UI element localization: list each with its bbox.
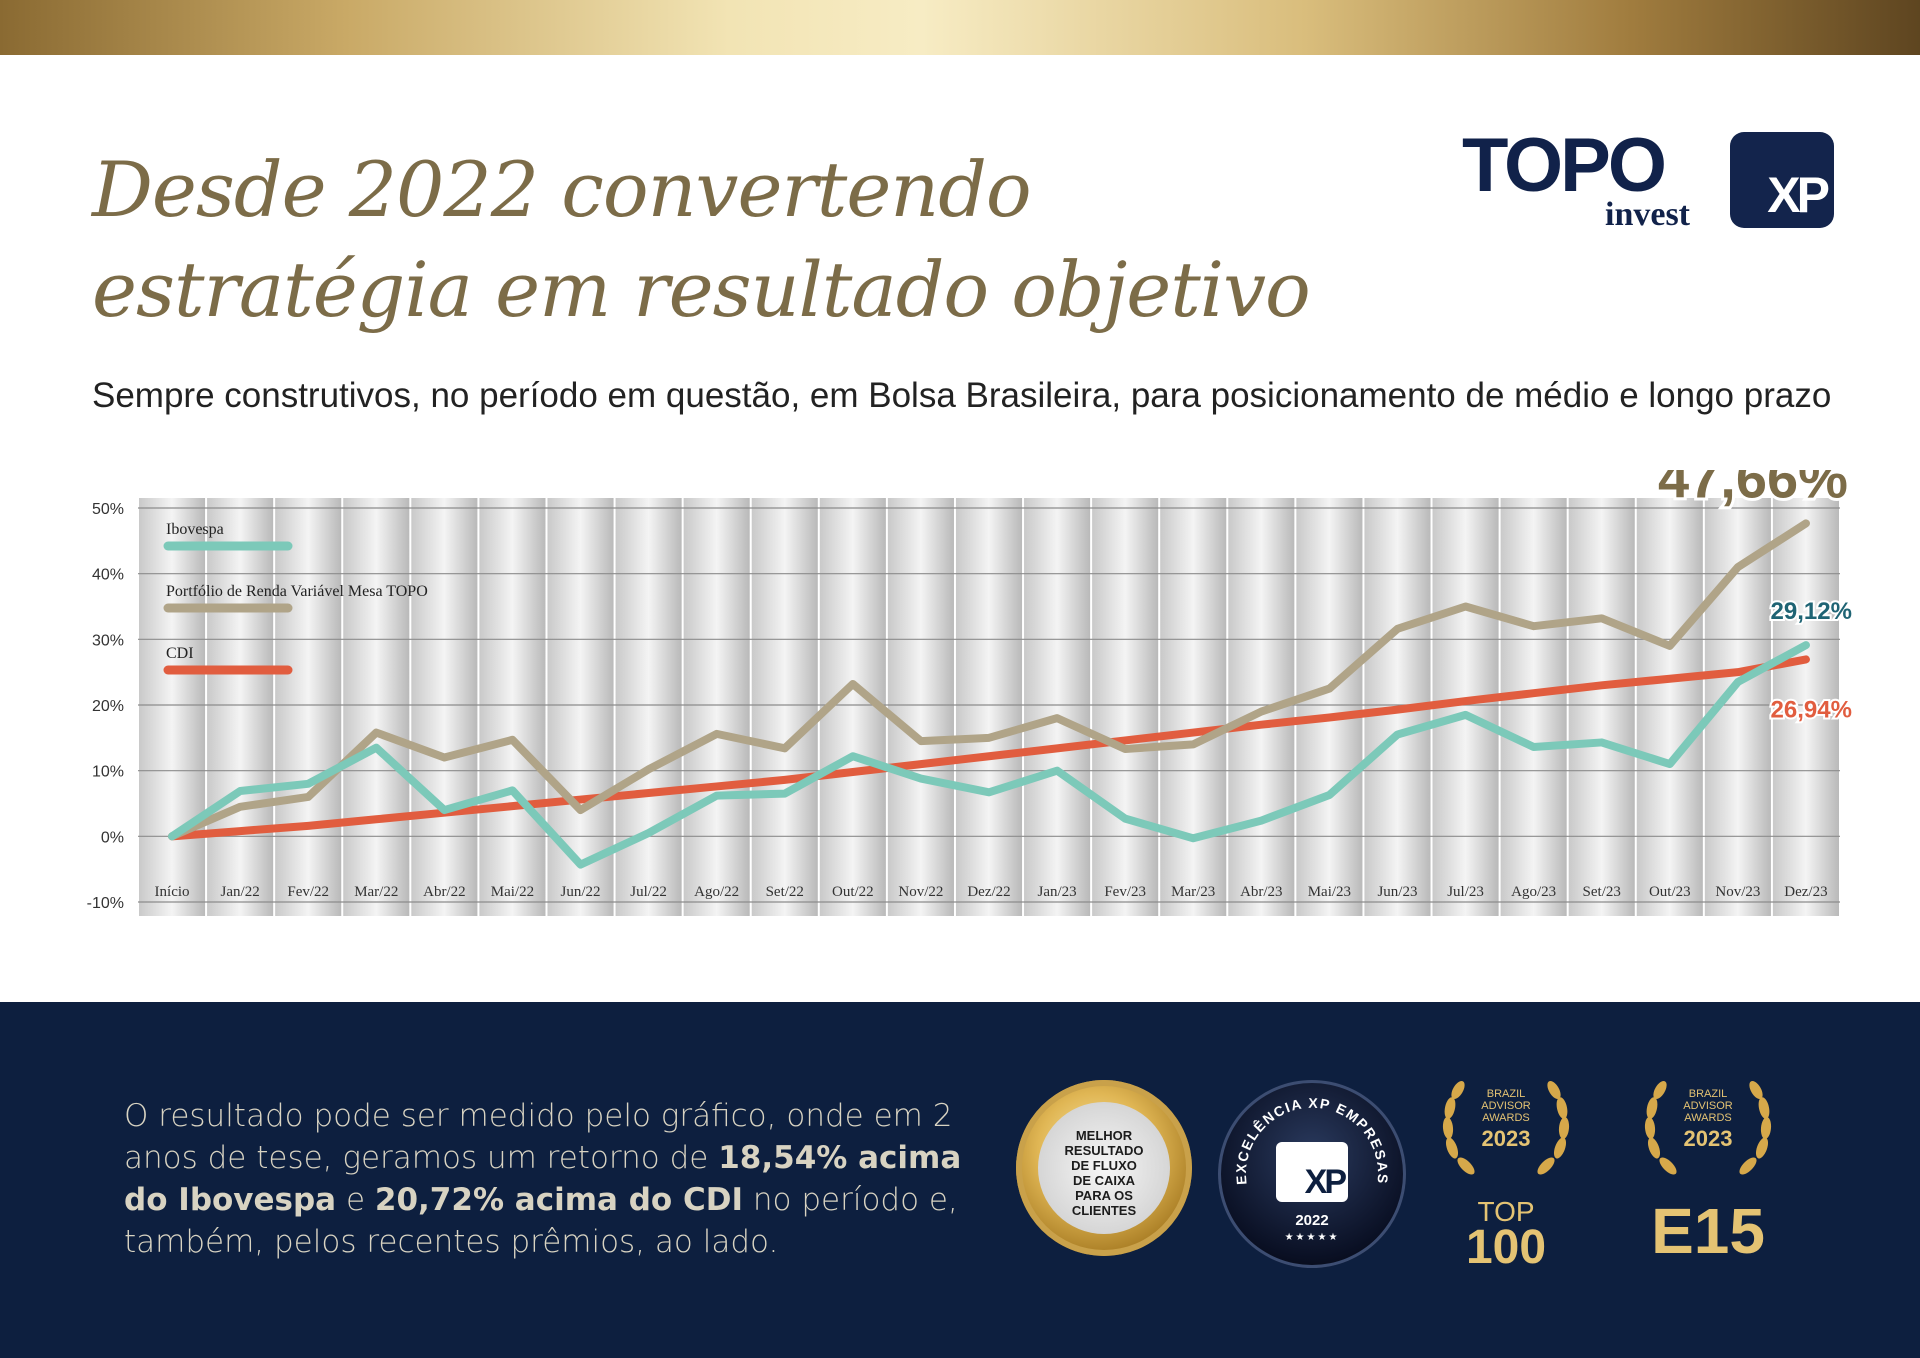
- chart-column-band: [275, 498, 342, 916]
- footer-text-2: e: [336, 1182, 375, 1218]
- xp-badge-stars: ★★★★★: [1284, 1232, 1340, 1243]
- end-value-label: 29,12%: [1771, 598, 1852, 625]
- footer-text: O resultado pode ser medido pelo gráfico…: [124, 1095, 1004, 1263]
- chart-column-band: [1500, 498, 1567, 916]
- xp-badge-logo-text: XP: [1304, 1163, 1347, 1201]
- y-tick-label: 40%: [92, 567, 124, 584]
- chart-column-band: [1160, 498, 1227, 916]
- x-tick-label: Nov/22: [898, 884, 943, 900]
- x-tick-label: Dez/22: [967, 884, 1010, 900]
- page-subtitle: Sempre construtivos, no período em quest…: [92, 376, 1832, 415]
- y-tick-label: 50%: [92, 501, 124, 518]
- legend-label: Ibovespa: [166, 521, 224, 538]
- laurel-wreath-icon: [1442, 1080, 1570, 1175]
- end-value-label: 26,94%: [1771, 696, 1852, 723]
- x-tick-label: Jan/22: [221, 884, 260, 900]
- chart-column-band: [139, 498, 206, 916]
- footer-panel: [0, 1002, 1920, 1358]
- award2-year: 2023: [1683, 1126, 1733, 1151]
- seal-center: MELHOR RESULTADO DE FLUXO DE CAIXA PARA …: [1038, 1102, 1170, 1234]
- y-tick-label: 20%: [92, 698, 124, 715]
- chart-column-band: [887, 498, 954, 916]
- chart-column-band: [1092, 498, 1159, 916]
- y-tick-label: 0%: [101, 829, 124, 846]
- x-tick-label: Jul/22: [630, 884, 667, 900]
- chart-column-band: [1296, 498, 1363, 916]
- chart-column-band: [207, 498, 274, 916]
- x-tick-label: Mai/22: [491, 884, 534, 900]
- y-tick-label: 10%: [92, 764, 124, 781]
- x-tick-label: Ago/23: [1511, 884, 1556, 900]
- x-tick-label: Abr/22: [423, 884, 466, 900]
- award1-big: 100: [1465, 1221, 1547, 1274]
- x-tick-label: Out/22: [832, 884, 874, 900]
- performance-line-chart: -10% 0% 10% 20% 30% 40% 50% Início Jan/22 Fev/22 M…: [87, 470, 1854, 916]
- page-title: Desde 2022 convertendo estratégia em res…: [92, 145, 1311, 334]
- seal-text: MELHOR RESULTADO DE FLUXO DE CAIXA PARA …: [1064, 1128, 1144, 1218]
- award1-line2: ADVISOR: [1481, 1100, 1531, 1112]
- legend-label: CDI: [166, 645, 194, 662]
- x-tick-label: Jun/22: [561, 884, 601, 900]
- x-tick-label: Set/22: [766, 884, 804, 900]
- y-tick-label: -10%: [87, 895, 124, 912]
- chart-column-band: [1024, 498, 1091, 916]
- x-tick-label: Mar/22: [354, 884, 398, 900]
- chart-column-band: [683, 498, 750, 916]
- chart-column-band: [343, 498, 410, 916]
- chart-column-band: [1772, 498, 1839, 916]
- award2-line3: AWARDS: [1684, 1112, 1732, 1124]
- brazil-advisor-award-e15: BRAZIL ADVISOR AWARDS 2023 E15: [1628, 1066, 1788, 1267]
- x-tick-label: Ago/22: [694, 884, 739, 900]
- chart-column-band: [955, 498, 1023, 916]
- x-tick-label: Jun/23: [1377, 884, 1417, 900]
- award1-top: TOP: [1477, 1196, 1535, 1227]
- top-gold-banner: [0, 0, 1920, 55]
- series-line: [168, 519, 1810, 841]
- x-tick-label: Abr/23: [1240, 884, 1283, 900]
- x-tick-label: Fev/22: [287, 884, 329, 900]
- chart-column-band: [1568, 498, 1635, 916]
- x-tick-label: Jan/23: [1037, 884, 1076, 900]
- footer-text-1: O resultado pode ser medido pelo gráfico…: [124, 1098, 953, 1176]
- x-tick-label: Mar/23: [1171, 884, 1215, 900]
- brazil-advisor-award-top100: BRAZIL ADVISOR AWARDS 2023 TOP 100: [1426, 1066, 1586, 1274]
- footer-text-3: no período e, também, pelos recentes prê…: [124, 1182, 958, 1260]
- award2-line1: BRAZIL: [1688, 1088, 1728, 1100]
- excelencia-xp-badge: EXCELÊNCIA XP EMPRESAS XP 2022 ★★★★★: [1218, 1080, 1406, 1268]
- x-tick-label: Início: [155, 884, 190, 900]
- chart-column-band: [751, 498, 818, 916]
- award1-line1: BRAZIL: [1486, 1088, 1526, 1100]
- chart-column-band: [479, 498, 546, 916]
- laurel-wreath-icon: [1644, 1080, 1772, 1175]
- chart-column-band: [1636, 498, 1703, 916]
- topo-logo-word: TOPO: [1462, 123, 1667, 208]
- award1-year: 2023: [1481, 1126, 1531, 1151]
- chart-column-band: [615, 498, 682, 916]
- topo-logo-sub: invest: [1605, 196, 1690, 233]
- melhor-resultado-seal: MELHOR RESULTADO DE FLUXO DE CAIXA PARA …: [1016, 1080, 1192, 1256]
- footer-highlight-ibovespa: 18,54% acima do Ibovespa: [124, 1140, 962, 1218]
- xp-logo-text: XP: [1767, 167, 1830, 223]
- award2-big: E15: [1651, 1195, 1765, 1267]
- chart-column-band: [411, 498, 478, 916]
- y-tick-label: 30%: [92, 632, 124, 649]
- footer-highlight-cdi: 20,72% acima do CDI: [374, 1182, 744, 1218]
- xp-badge-logo: XP: [1276, 1142, 1348, 1202]
- x-tick-label: Dez/23: [1784, 884, 1827, 900]
- award2-line2: ADVISOR: [1683, 1100, 1733, 1112]
- x-tick-label: Set/23: [1583, 884, 1621, 900]
- topo-invest-logo: TOPO invest: [1462, 124, 1702, 234]
- end-value-label: 47,66%: [1658, 470, 1848, 509]
- x-tick-label: Nov/23: [1715, 884, 1760, 900]
- series-line: [168, 641, 1810, 869]
- x-tick-label: Fev/23: [1104, 884, 1146, 900]
- legend-label: Portfólio de Renda Variável Mesa TOPO: [166, 583, 428, 600]
- x-tick-label: Jul/23: [1447, 884, 1484, 900]
- award1-line3: AWARDS: [1482, 1112, 1530, 1124]
- x-tick-label: Mai/23: [1308, 884, 1351, 900]
- x-tick-label: Out/23: [1649, 884, 1691, 900]
- xp-badge-year: 2022: [1295, 1212, 1329, 1229]
- xp-logo: XP: [1730, 132, 1834, 228]
